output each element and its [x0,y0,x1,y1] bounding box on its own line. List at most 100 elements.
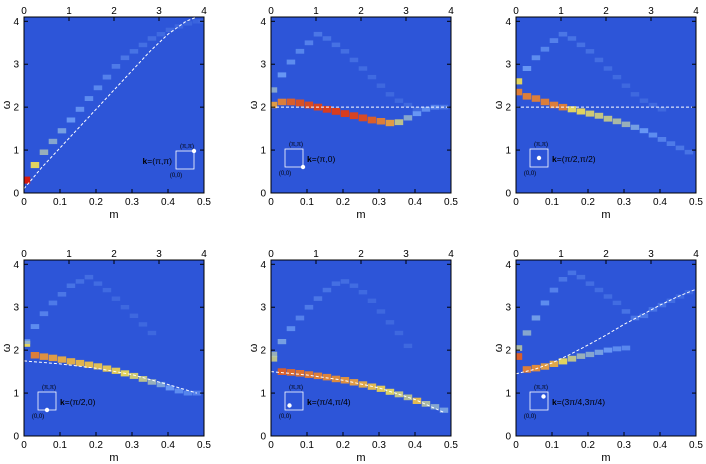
heatmap-cell [394,98,404,103]
y-tick-label: 3 [505,303,511,314]
top-tick-label: 3 [648,249,654,260]
y-tick-label: 3 [505,60,511,71]
heatmap-cell [612,74,622,80]
heatmap-cell [286,59,296,65]
y-tick-label: 3 [13,303,19,314]
heatmap-cell [286,369,296,376]
panel-4: 0 0.1 0.2 0.3 0.4 0.50 1 2 3 401234mω(π,π)(0,0)k=… [1,249,211,464]
y-tick-label: 1 [13,146,19,157]
heatmap-cell [271,355,278,362]
heatmap-cell [48,138,58,145]
bz-corner-label-top: (π,π) [289,385,303,391]
k-point-legend: (π,π) (0,0) k=(π/4,π/4) [279,385,351,420]
reference-curve [271,371,445,413]
heatmap-cell [385,119,395,127]
top-tick-label: 2 [358,249,364,260]
y-tick-label: 4 [505,17,511,28]
reference-curve [516,288,696,375]
heatmap-cell [331,108,341,115]
heatmap-cell [430,404,440,410]
heatmap-cell [594,57,604,63]
k-point-label-rest: =(π,0) [312,154,336,164]
heatmap-cell [57,128,67,134]
heatmap-cell [138,322,148,327]
y-tick-label: 1 [505,146,511,157]
heatmap-cell [331,281,341,286]
x-tick-label: 0.3 [372,197,386,208]
reference-curve [24,360,197,394]
heatmap-cell [403,102,413,108]
heatmap-cell [75,279,85,284]
heatmap-cell [192,19,202,24]
k-point-label: k=(π/2,0) [60,397,96,407]
y-tick-label: 3 [13,60,19,71]
top-tick-label: 4 [448,6,454,17]
heatmap-cell [57,356,67,363]
bz-corner-label-bottom: (0,0) [279,414,291,420]
heatmap-cell [84,274,94,280]
y-axis-label: ω [248,100,260,109]
plot-area [271,31,451,127]
heatmap-cell [24,339,31,344]
heatmap-cell [304,101,314,109]
heatmap-cell [585,110,595,117]
heatmap-cell [102,287,112,293]
x-tick-label: 0.5 [444,197,458,208]
y-tick-label: 2 [260,103,266,114]
k-point-marker [536,155,542,161]
heatmap-cell [340,49,350,54]
heatmap-cell [322,105,332,113]
heatmap-cell [639,98,649,103]
top-tick-label: 4 [201,249,207,260]
heatmap-cell [295,370,305,377]
x-tick-label: 0.1 [545,197,559,208]
heatmap-cell [603,294,613,299]
k-point-label-rest: =(3π/4,3π/4) [557,397,606,407]
k-point-marker [287,403,292,408]
heatmap-cell [684,149,694,155]
k-point-legend: (π,π) (0,0) k=(3π/4,3π/4) [524,385,605,420]
heatmap-cell [403,394,413,401]
top-tick-label: 1 [558,249,564,260]
heatmap-cell [576,42,586,48]
x-tick-label: 0 [513,197,519,208]
heatmap-cell [358,114,368,122]
top-tick-label: 2 [358,6,364,17]
plot-area [24,17,204,190]
heatmap-cell [666,298,676,303]
plot-area [516,31,696,155]
heatmap-cell [192,390,202,396]
heatmap-cell [30,162,40,169]
x-tick-label: 0.5 [689,440,703,451]
bz-corner-label-top: (π,π) [42,385,56,391]
heatmap-cell [129,372,139,379]
heatmap-cell [376,118,386,125]
heatmap-cell [439,407,449,413]
heatmap-cell [129,313,139,318]
top-tick-label: 0 [268,6,274,17]
heatmap-cell [57,292,67,297]
top-tick-label: 0 [513,249,519,260]
top-tick-label: 2 [111,6,117,17]
plot-area [24,274,202,396]
x-tick-label: 0.5 [689,197,703,208]
bz-corner-label-top: (π,π) [534,385,548,391]
x-tick-label: 0.2 [581,440,595,451]
heatmap-cell [93,363,103,370]
k-point-label-bold: k [307,397,312,407]
y-axis-label: ω [248,343,260,352]
heatmap-cell [594,287,604,293]
k-point-marker [300,164,306,170]
panel-5: 0 0.1 0.2 0.3 0.4 0.50 1 2 3 401234mω(π,π)(0,0)k=… [248,249,458,464]
k-point-label-rest: =(π/2,0) [65,397,96,407]
x-tick-label: 0.2 [581,197,595,208]
bz-corner-label-bottom: (0,0) [524,171,536,177]
heatmap-cell [666,141,676,146]
y-tick-label: 2 [505,346,511,357]
heatmap-cell [286,326,296,332]
y-axis-label: ω [1,343,13,352]
x-axis-label: m [356,452,365,464]
k-point-label-bold: k [143,156,148,166]
heatmap-cell [277,368,287,375]
k-point-label: k=(3π/4,3π/4) [552,397,605,407]
